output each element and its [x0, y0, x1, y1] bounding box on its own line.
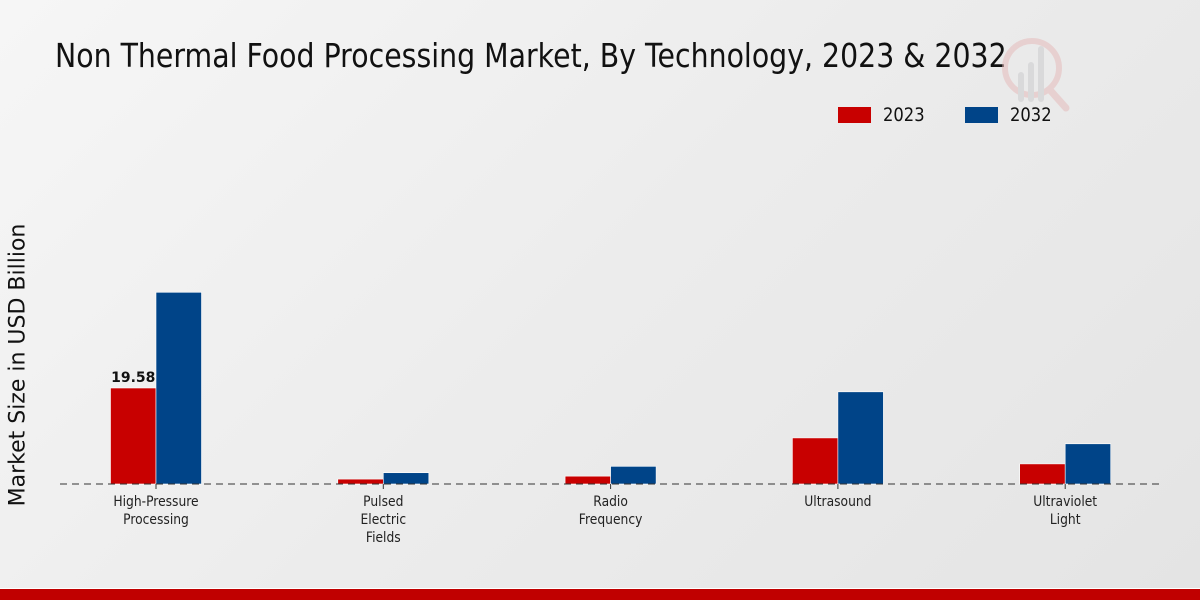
- legend-item-2023[interactable]: 2023: [838, 104, 931, 126]
- legend-label-2023: 2023: [883, 104, 925, 126]
- bar-2032-0: [155, 291, 202, 485]
- bar-2023-4: [1019, 463, 1066, 485]
- legend-swatch-2023: [838, 107, 871, 123]
- bar-2023-2: [564, 475, 611, 485]
- x-tick-label: Frequency: [579, 512, 643, 528]
- legend-swatch-2032: [965, 107, 999, 123]
- chart-title: Non Thermal Food Processing Market, By T…: [55, 36, 1007, 75]
- legend: 2023 2032: [838, 104, 1093, 126]
- bar-2023-3: [792, 437, 839, 485]
- bar-2032-4: [1064, 443, 1111, 485]
- data-label: 19.58: [111, 370, 155, 386]
- x-tick-label: Processing: [123, 512, 189, 528]
- bar-2023-0: [110, 387, 157, 485]
- bar-2032-1: [382, 472, 430, 485]
- x-tick-label: Electric: [360, 512, 406, 528]
- brand-accent-bar: [0, 588, 1200, 600]
- bar-2032-3: [837, 391, 884, 485]
- x-tick-label: Radio: [593, 494, 628, 510]
- bar-2023-1: [337, 478, 384, 485]
- x-tick-label: High-Pressure: [113, 494, 198, 510]
- x-tick-label: Ultrasound: [804, 494, 871, 510]
- x-tick-label: Pulsed: [363, 494, 403, 510]
- bar-2032-2: [610, 466, 657, 485]
- logo-icon: [1002, 38, 1070, 112]
- legend-item-2032[interactable]: 2032: [965, 104, 1058, 126]
- x-tick-label: Fields: [366, 530, 401, 546]
- legend-label-2032: 2032: [1010, 104, 1052, 126]
- x-tick-label: Light: [1050, 512, 1081, 528]
- x-tick-label: Ultraviolet: [1033, 494, 1097, 510]
